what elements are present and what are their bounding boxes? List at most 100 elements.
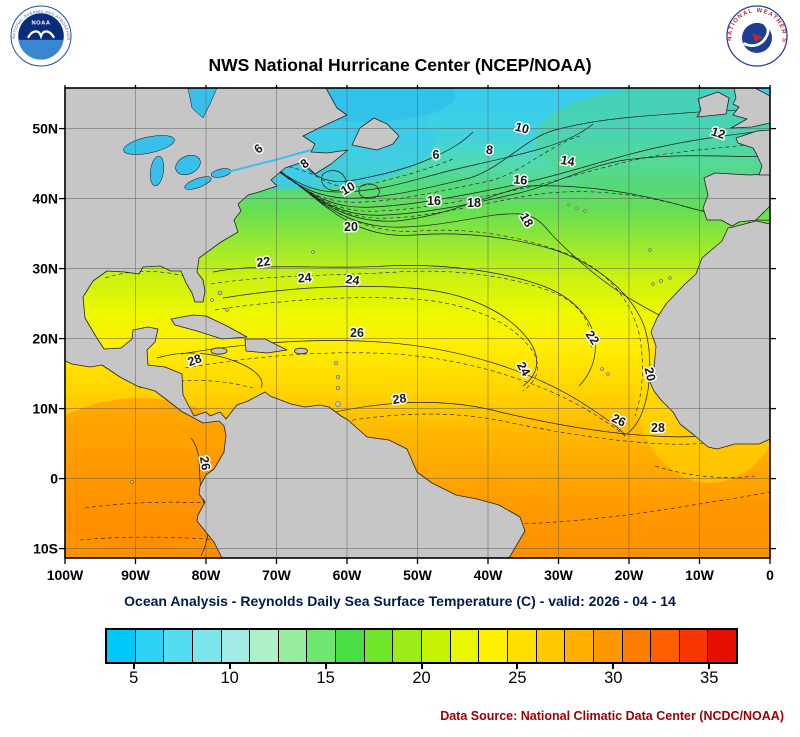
noaa-word: NOAA (31, 20, 50, 26)
cuba-island (170, 314, 248, 340)
colorbar-segment (478, 630, 507, 662)
lon-tick-label: 20W (615, 567, 645, 583)
colorbar-tick (132, 664, 135, 669)
colorbar-segment (592, 630, 622, 662)
lake-erie (184, 176, 212, 190)
jamaica-island (210, 347, 228, 355)
colorbar-segment (277, 630, 307, 662)
lon-tick-label: 40W (474, 567, 504, 583)
lat-tick-label: 30N (32, 261, 58, 277)
isotherm-label: 6 (433, 148, 440, 162)
y-axis-labels: 50N 40N 30N 20N 10N 0 10S (32, 121, 58, 557)
x-axis-labels: 100W 90W 80W 70W 60W 50W 40W 30W 20W 10W 0 (47, 567, 774, 583)
iberia-landmass (702, 172, 770, 227)
isotherm-label: 20 (642, 366, 659, 383)
lake-huron (175, 154, 201, 176)
britain-island (730, 88, 770, 129)
colorbar-tick-label: 30 (604, 669, 623, 687)
lon-tick-label: 60W (333, 567, 363, 583)
isotherm-label: 26 (350, 326, 364, 340)
colorbar-segment (363, 630, 393, 662)
colorbar-tick-label: 35 (700, 669, 719, 687)
data-source-note: Data Source: National Climatic Data Cent… (440, 709, 784, 723)
lat-tick-label: 50N (32, 121, 58, 137)
colorbar-tick (228, 664, 231, 669)
colorbar-tick-label: 5 (129, 669, 139, 687)
lon-tick-label: 30W (544, 567, 574, 583)
colorbar-boxes (105, 628, 738, 664)
north-south-america-landmass (65, 88, 526, 558)
isotherm-label: 16 (427, 194, 441, 208)
noaa-logo: NATIONAL OCEANIC AND ATMOSPHERIC ADMINIS… (10, 5, 72, 67)
colorbar-segment (335, 630, 364, 662)
colorbar-segment (191, 630, 221, 662)
james-bay (187, 88, 218, 119)
isotherm-label: 24 (345, 272, 361, 288)
lat-tick-label: 20N (32, 331, 58, 347)
lake-michigan (149, 155, 165, 187)
colorbar-tick-label: 10 (220, 669, 239, 687)
colorbar-segment (564, 630, 593, 662)
nws-swoosh-icon (743, 23, 770, 47)
colorbar-segment (535, 630, 565, 662)
colorbar-segment (249, 630, 278, 662)
puerto-rico-island (294, 347, 308, 355)
noaa-logo-graphic: NATIONAL OCEANIC AND ATMOSPHERIC ADMINIS… (10, 5, 72, 67)
colorbar-segment (707, 630, 737, 662)
colorbar-tick-label: 15 (316, 669, 335, 687)
france-landmass (735, 129, 770, 176)
colorbar-segment (421, 630, 450, 662)
lon-tick-label: 50W (403, 567, 433, 583)
colorbar-segment (107, 630, 135, 662)
st-lawrence-river (227, 149, 312, 173)
colorbar-segment (506, 630, 536, 662)
colorbar-segment (678, 630, 708, 662)
nws-front-symbol-icon (752, 33, 763, 42)
colorbar-segment (449, 630, 479, 662)
lake-superior (123, 135, 175, 155)
colorbar: 5 10 15 20 25 30 35 (105, 628, 738, 692)
colorbar-tick (420, 664, 423, 669)
map-caption: Ocean Analysis - Reynolds Daily Sea Surf… (124, 593, 676, 609)
colorbar-segment (306, 630, 336, 662)
lat-tick-label: 40N (32, 191, 58, 207)
lon-tick-label: 70W (262, 567, 292, 583)
isotherm-label: 12 (709, 124, 727, 142)
isotherm-label: 28 (186, 351, 204, 369)
colorbar-tick (324, 664, 327, 669)
nws-logo-graphic: NATIONAL WEATHER SERVICE (726, 5, 788, 67)
isotherm-label: 14 (560, 153, 576, 169)
colorbar-tick-label: 20 (412, 669, 431, 687)
isotherm-label: 10 (514, 120, 531, 137)
lon-tick-label: 90W (121, 567, 151, 583)
land-masses (65, 88, 770, 558)
newfoundland-island (351, 117, 400, 151)
noaa-emblem-sea (18, 39, 64, 60)
isotherm-label: 8 (485, 143, 494, 158)
lon-tick-label: 80W (192, 567, 222, 583)
lakes-and-bays (123, 88, 312, 190)
isotherm-label: 28 (392, 391, 408, 407)
isotherm-label: 24 (297, 270, 312, 285)
isotherm-label: 26 (197, 455, 213, 471)
colorbar-segment (163, 630, 192, 662)
africa-landmass (646, 220, 770, 450)
colorbar-tick (612, 664, 615, 669)
isotherm-label: 16 (513, 172, 528, 187)
page-title: NWS National Hurricane Center (NCEP/NOAA… (208, 55, 592, 75)
lon-tick-label: 100W (47, 567, 84, 583)
axis-ticks (59, 85, 776, 564)
colorbar-segment (220, 630, 250, 662)
latlon-grid (65, 88, 770, 558)
isotherm-label: 18 (467, 196, 481, 210)
ireland-island (696, 91, 730, 118)
colorbar-segment (650, 630, 679, 662)
lat-tick-label: 10N (32, 401, 58, 417)
noaa-seagull-icon (27, 30, 55, 40)
colorbar-tick-label: 25 (508, 669, 527, 687)
colorbar-segment (134, 630, 164, 662)
colorbar-segment (621, 630, 651, 662)
lon-tick-label: 0 (766, 567, 774, 583)
nws-logo: NATIONAL WEATHER SERVICE (726, 5, 788, 67)
